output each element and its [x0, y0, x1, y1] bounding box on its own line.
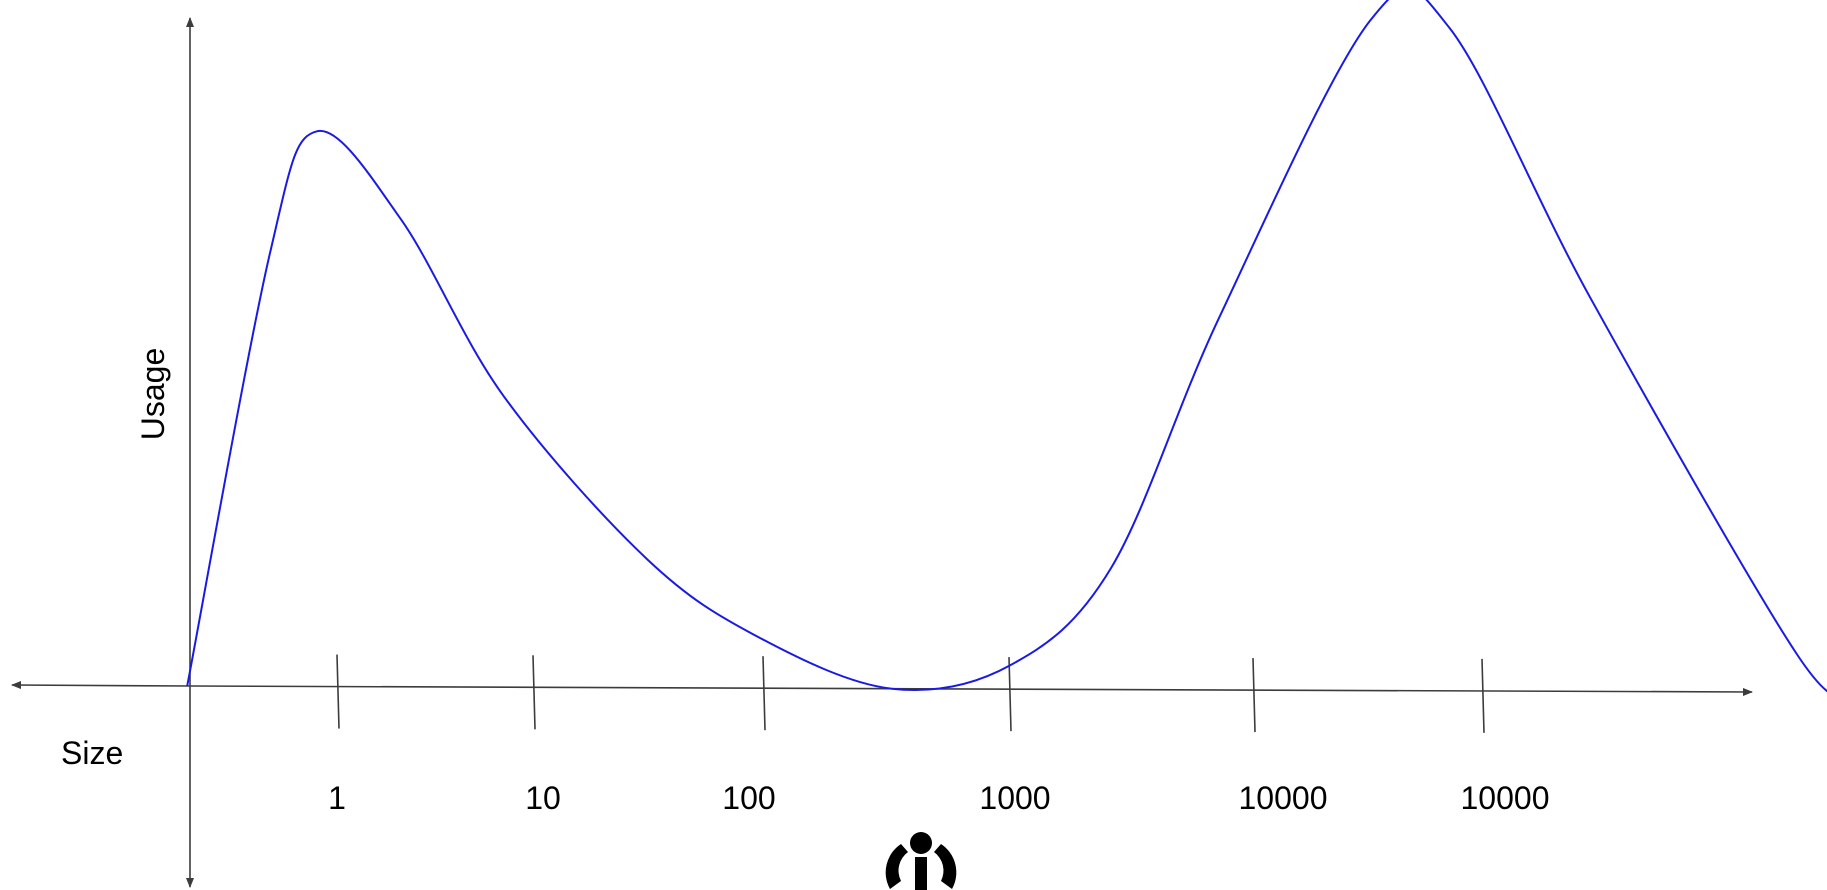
x-tick-mark — [1481, 658, 1485, 733]
x-tick-label: 10000 — [1461, 780, 1550, 816]
x-tick-mark — [336, 654, 340, 729]
x-axis-ticks: 1 10 100 1000 10000 10000 — [328, 654, 1550, 816]
x-axis-title: Size — [61, 735, 123, 771]
x-tick-mark — [1008, 657, 1012, 732]
x-tick-mark — [762, 656, 766, 731]
x-tick-label: 10000 — [1239, 780, 1328, 816]
x-axis-line — [11, 681, 191, 690]
x-tick-label: 10 — [525, 780, 561, 816]
wikimedia-logo-icon — [885, 832, 957, 890]
x-tick-label: 1000 — [979, 780, 1050, 816]
x-tick-label: 1 — [328, 780, 346, 816]
y-axis-title: Usage — [135, 348, 171, 441]
x-tick-mark — [1252, 658, 1256, 733]
x-axis-line-right — [189, 685, 1753, 696]
series-line — [186, 0, 1827, 693]
x-tick-mark — [532, 655, 536, 730]
x-tick-label: 100 — [722, 780, 775, 816]
